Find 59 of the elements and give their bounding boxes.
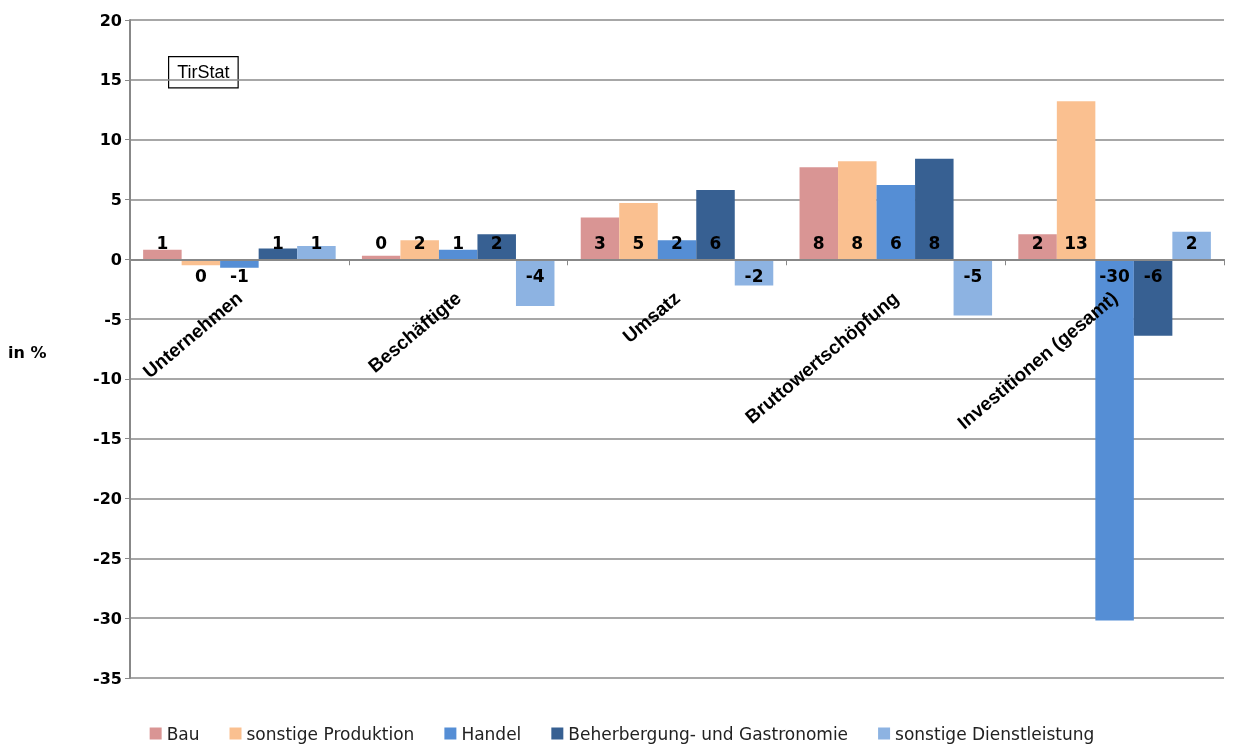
bar bbox=[1172, 231, 1211, 260]
data-label: 5 bbox=[632, 232, 645, 253]
data-label: -2 bbox=[744, 265, 764, 286]
data-label: 2 bbox=[413, 232, 426, 253]
bar bbox=[799, 167, 839, 260]
bar bbox=[438, 249, 478, 260]
bar bbox=[1056, 101, 1096, 260]
bar bbox=[1133, 259, 1173, 336]
data-label: 2 bbox=[1185, 232, 1198, 253]
y-tick-label: 10 bbox=[99, 130, 122, 150]
bar bbox=[915, 158, 954, 260]
legend-label: sonstige Dienstleistung bbox=[895, 723, 1095, 744]
y-tick-label: -5 bbox=[104, 309, 122, 329]
data-label: -1 bbox=[229, 265, 249, 286]
data-label: 1 bbox=[452, 232, 465, 253]
data-label: 8 bbox=[851, 232, 864, 253]
legend-label: Beherbergung- und Gastronomie bbox=[568, 723, 849, 744]
y-tick-label: 20 bbox=[99, 10, 122, 30]
bar bbox=[838, 161, 877, 260]
y-tick-label: 0 bbox=[110, 249, 122, 269]
data-label: 6 bbox=[709, 232, 722, 253]
data-label: 1 bbox=[310, 232, 323, 253]
annotation: TirStat bbox=[177, 62, 230, 83]
y-tick-label: -15 bbox=[93, 429, 122, 449]
y-tick-label: -25 bbox=[93, 548, 122, 568]
bar bbox=[953, 259, 993, 316]
legend-label: sonstige Produktion bbox=[246, 723, 415, 744]
data-label: 3 bbox=[594, 232, 606, 253]
data-label: 1 bbox=[156, 232, 169, 253]
data-label: -6 bbox=[1143, 265, 1163, 286]
data-label: 13 bbox=[1064, 232, 1088, 253]
y-tick-label: 15 bbox=[99, 70, 122, 90]
bar bbox=[696, 189, 735, 260]
data-label: -30 bbox=[1099, 265, 1131, 286]
bar bbox=[619, 203, 658, 260]
data-label: 8 bbox=[812, 232, 825, 253]
data-label: -4 bbox=[525, 265, 545, 286]
y-axis-title: in % bbox=[8, 342, 47, 362]
bar bbox=[258, 248, 298, 260]
data-label: 0 bbox=[194, 265, 207, 286]
data-label: 2 bbox=[490, 232, 503, 253]
data-label: 8 bbox=[928, 232, 941, 253]
bar bbox=[477, 234, 516, 260]
bar bbox=[876, 185, 916, 260]
bar bbox=[580, 217, 620, 260]
y-tick-label: -35 bbox=[93, 668, 122, 688]
data-label: 2 bbox=[1031, 232, 1044, 253]
y-tick-label: 5 bbox=[110, 189, 122, 209]
legend-label: Handel bbox=[461, 723, 522, 744]
y-tick-label: -10 bbox=[93, 369, 122, 389]
data-label: 0 bbox=[375, 232, 388, 253]
bar bbox=[1018, 234, 1057, 260]
data-label: -5 bbox=[963, 265, 983, 286]
data-label: 1 bbox=[271, 232, 284, 253]
y-tick-label: -30 bbox=[93, 608, 122, 628]
legend-label: Bau bbox=[166, 723, 200, 744]
y-tick-label: -20 bbox=[93, 489, 122, 509]
bar bbox=[143, 249, 182, 260]
data-label: 6 bbox=[889, 232, 902, 253]
